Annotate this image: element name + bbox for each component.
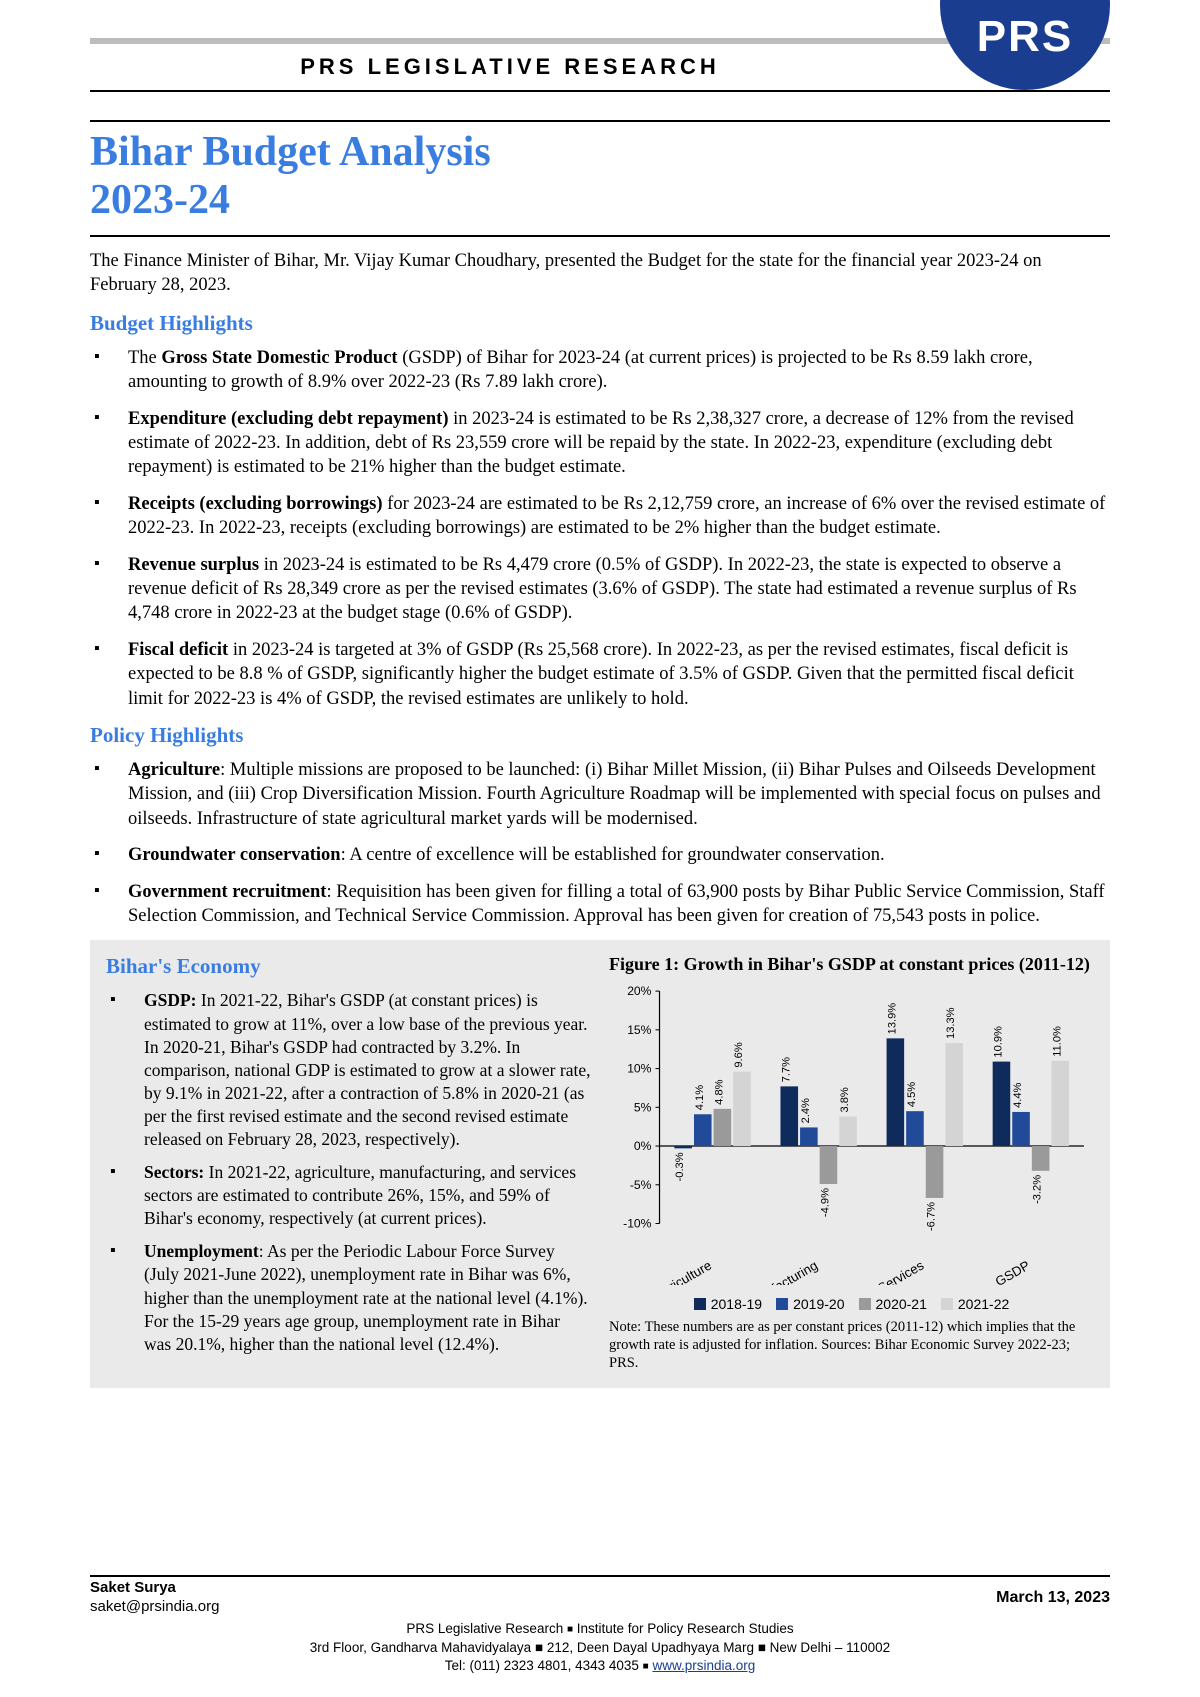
list-item-bold: Revenue surplus [128, 555, 259, 575]
policy-heading: Policy Highlights [90, 723, 1110, 748]
svg-text:-4.9%: -4.9% [819, 1188, 831, 1217]
footer-top-row: Saket Surya saket@prsindia.org March 13,… [90, 1575, 1110, 1617]
economy-right-col: Figure 1: Growth in Bihar's GSDP at cons… [609, 954, 1094, 1372]
footer-date: March 13, 2023 [996, 1589, 1110, 1607]
svg-text:4.8%: 4.8% [713, 1080, 725, 1105]
list-item-bold: Government recruitment [128, 882, 326, 902]
list-item: GSDP: In 2021-22, Bihar's GSDP (at const… [106, 989, 591, 1151]
list-item-bold: Receipts (excluding borrowings) [128, 494, 383, 514]
svg-text:13.9%: 13.9% [886, 1003, 898, 1035]
list-item: Expenditure (excluding debt repayment) i… [90, 407, 1110, 480]
author-email: saket@prsindia.org [90, 1598, 219, 1617]
org-line-2: 3rd Floor, Gandharva Mahavidyalaya ■ 212… [310, 1640, 890, 1655]
legend-label: 2020-21 [876, 1296, 927, 1312]
svg-text:-10%: -10% [623, 1217, 652, 1231]
svg-text:11.0%: 11.0% [1051, 1026, 1063, 1057]
logo-wrap: PRS [940, 0, 1110, 110]
list-item: The Gross State Domestic Product (GSDP) … [90, 346, 1110, 395]
svg-text:15%: 15% [627, 1023, 651, 1037]
page-header: PRS LEGISLATIVE RESEARCH PRS [90, 30, 1110, 110]
svg-text:9.6%: 9.6% [733, 1043, 745, 1068]
svg-text:GSDP: GSDP [993, 1258, 1033, 1285]
legend-swatch [941, 1298, 953, 1310]
legend-item: 2019-20 [776, 1296, 844, 1312]
svg-text:4.5%: 4.5% [906, 1082, 918, 1107]
legend-label: 2019-20 [793, 1296, 844, 1312]
svg-text:-6.7%: -6.7% [926, 1202, 938, 1231]
org-line-1b: Institute for Policy Research Studies [573, 1621, 794, 1636]
svg-text:Services: Services [875, 1258, 926, 1285]
list-item: Sectors: In 2021-22, agriculture, manufa… [106, 1161, 591, 1230]
svg-text:13.3%: 13.3% [945, 1008, 957, 1040]
figure-title: Figure 1: Growth in Bihar's GSDP at cons… [609, 954, 1094, 975]
svg-text:-5%: -5% [630, 1178, 652, 1192]
legend-label: 2021-22 [958, 1296, 1009, 1312]
list-item-bold: Gross State Domestic Product [161, 348, 397, 368]
gsdp-chart: -10% -5% 0% 5% 10% 15% 20% -0.3% 4.1% 4.8% 9.6% Agr… [609, 981, 1094, 1284]
legend-swatch [694, 1298, 706, 1310]
legend-swatch [859, 1298, 871, 1310]
svg-text:-3.2%: -3.2% [1032, 1175, 1044, 1204]
list-item: Receipts (excluding borrowings) for 2023… [90, 492, 1110, 541]
svg-text:10.9%: 10.9% [992, 1026, 1004, 1058]
org-line-1a: PRS Legislative Research [406, 1621, 567, 1636]
legend-item: 2020-21 [859, 1296, 927, 1312]
svg-text:10%: 10% [627, 1062, 651, 1076]
author-block: Saket Surya saket@prsindia.org [90, 1579, 219, 1617]
svg-text:0%: 0% [634, 1139, 652, 1153]
list-item: Fiscal deficit in 2023-24 is targeted at… [90, 638, 1110, 711]
footer-org: PRS Legislative Research ■ Institute for… [90, 1620, 1110, 1675]
title-block: Bihar Budget Analysis 2023-24 [90, 120, 1110, 237]
policy-highlights-list: Agriculture: Multiple missions are propo… [90, 758, 1110, 928]
list-item-bold: Unemployment [144, 1241, 259, 1261]
list-item-bold: GSDP: [144, 990, 197, 1010]
legend-label: 2018-19 [711, 1296, 762, 1312]
list-item: Revenue surplus in 2023-24 is estimated … [90, 553, 1110, 626]
prs-logo: PRS [940, 0, 1110, 90]
list-item-bold: Fiscal deficit [128, 640, 228, 660]
prs-logo-text: PRS [977, 12, 1073, 62]
intro-paragraph: The Finance Minister of Bihar, Mr. Vijay… [90, 249, 1110, 297]
budget-highlights-list: The Gross State Domestic Product (GSDP) … [90, 346, 1110, 711]
dot-icon: ■ [643, 1661, 649, 1672]
budget-heading: Budget Highlights [90, 311, 1110, 336]
economy-list: GSDP: In 2021-22, Bihar's GSDP (at const… [106, 989, 591, 1355]
page-footer: Saket Surya saket@prsindia.org March 13,… [90, 1575, 1110, 1675]
list-item: Unemployment: As per the Periodic Labour… [106, 1240, 591, 1355]
org-link[interactable]: www.prsindia.org [652, 1658, 755, 1673]
svg-text:-0.3%: -0.3% [674, 1153, 686, 1182]
author-name: Saket Surya [90, 1579, 219, 1598]
list-item-bold: Agriculture [128, 760, 220, 780]
economy-left-col: Bihar's Economy GSDP: In 2021-22, Bihar'… [106, 954, 591, 1372]
list-item-bold: Expenditure (excluding debt repayment) [128, 409, 449, 429]
legend-item: 2018-19 [694, 1296, 762, 1312]
svg-text:Manufacturing: Manufacturing [741, 1258, 821, 1285]
svg-text:4.4%: 4.4% [1012, 1083, 1024, 1108]
svg-text:7.7%: 7.7% [780, 1057, 792, 1082]
legend-swatch [776, 1298, 788, 1310]
svg-text:3.8%: 3.8% [839, 1088, 851, 1113]
title-line-2: 2023-24 [90, 177, 230, 223]
svg-text:4.1%: 4.1% [694, 1085, 706, 1110]
list-item-bold: Groundwater conservation [128, 845, 341, 865]
legend-item: 2021-22 [941, 1296, 1009, 1312]
list-item: Groundwater conservation: A centre of ex… [90, 843, 1110, 867]
chart-note: Note: These numbers are as per constant … [609, 1318, 1094, 1372]
list-item: Agriculture: Multiple missions are propo… [90, 758, 1110, 831]
svg-text:Agriculture: Agriculture [652, 1258, 714, 1285]
economy-box: Bihar's Economy GSDP: In 2021-22, Bihar'… [90, 940, 1110, 1388]
svg-text:5%: 5% [634, 1101, 652, 1115]
chart-legend: 2018-19 2019-20 2020-21 2021-22 [609, 1296, 1094, 1312]
org-line-3a: Tel: (011) 2323 4801, 4343 4035 [445, 1658, 643, 1673]
list-item: Government recruitment: Requisition has … [90, 880, 1110, 929]
svg-text:20%: 20% [627, 985, 651, 999]
list-item-bold: Sectors: [144, 1162, 204, 1182]
title-line-1: Bihar Budget Analysis [90, 129, 491, 175]
economy-heading: Bihar's Economy [106, 954, 591, 979]
svg-text:2.4%: 2.4% [800, 1098, 812, 1123]
